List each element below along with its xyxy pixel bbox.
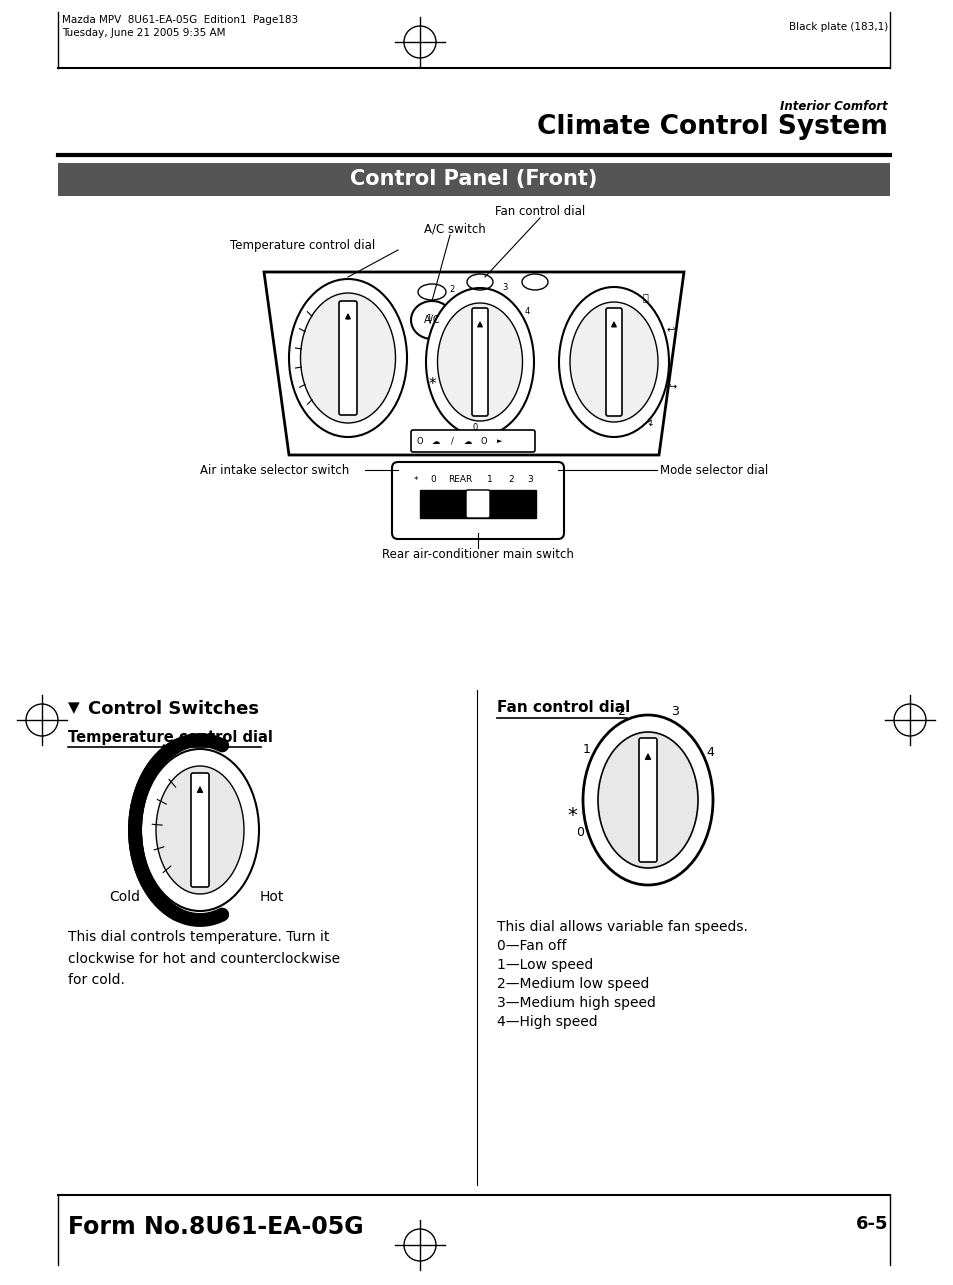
Text: 2: 2 xyxy=(617,705,624,718)
FancyBboxPatch shape xyxy=(605,308,621,416)
Text: 2—Medium low speed: 2—Medium low speed xyxy=(497,977,649,991)
Text: O: O xyxy=(480,437,487,446)
Text: Temperature control dial: Temperature control dial xyxy=(68,730,273,745)
Text: O: O xyxy=(416,437,423,446)
Ellipse shape xyxy=(582,714,712,885)
Text: Tuesday, June 21 2005 9:35 AM: Tuesday, June 21 2005 9:35 AM xyxy=(62,28,225,39)
Text: 2: 2 xyxy=(449,285,454,294)
Text: 1—Low speed: 1—Low speed xyxy=(497,959,593,971)
FancyBboxPatch shape xyxy=(639,738,657,862)
Text: 6-5: 6-5 xyxy=(855,1216,887,1234)
Text: /: / xyxy=(450,437,453,446)
Text: 0: 0 xyxy=(472,423,477,432)
FancyBboxPatch shape xyxy=(338,301,356,415)
Text: ⤳: ⤳ xyxy=(641,292,647,302)
Ellipse shape xyxy=(598,732,698,867)
FancyBboxPatch shape xyxy=(411,430,535,452)
Text: Temperature control dial: Temperature control dial xyxy=(230,239,375,252)
Text: Fan control dial: Fan control dial xyxy=(495,206,584,218)
Text: REAR: REAR xyxy=(447,475,472,484)
Text: Cold: Cold xyxy=(109,891,140,905)
Text: Control Switches: Control Switches xyxy=(88,700,258,718)
Text: Rear air-conditioner main switch: Rear air-conditioner main switch xyxy=(381,547,574,562)
Text: Mazda MPV  8U61-EA-05G  Edition1  Page183: Mazda MPV 8U61-EA-05G Edition1 Page183 xyxy=(62,15,297,24)
Text: 2: 2 xyxy=(508,475,514,484)
Text: ☁: ☁ xyxy=(432,437,439,446)
Text: A/C switch: A/C switch xyxy=(424,222,485,235)
Text: 3: 3 xyxy=(502,283,508,292)
Text: ↪: ↪ xyxy=(667,383,676,393)
Text: 3: 3 xyxy=(527,475,533,484)
Text: A/C: A/C xyxy=(423,315,440,325)
Ellipse shape xyxy=(411,301,453,339)
Ellipse shape xyxy=(558,287,668,437)
Text: Climate Control System: Climate Control System xyxy=(537,114,887,140)
Ellipse shape xyxy=(289,279,407,437)
Text: Form No.8U61-EA-05G: Form No.8U61-EA-05G xyxy=(68,1216,363,1239)
FancyBboxPatch shape xyxy=(472,308,488,416)
Text: 0: 0 xyxy=(430,475,436,484)
Text: ☁: ☁ xyxy=(463,437,472,446)
Text: *: * xyxy=(428,377,436,392)
Text: Interior Comfort: Interior Comfort xyxy=(780,100,887,113)
Text: Hot: Hot xyxy=(260,891,284,905)
Bar xyxy=(58,163,889,197)
Ellipse shape xyxy=(141,749,258,911)
Ellipse shape xyxy=(300,293,395,423)
Text: *: * xyxy=(566,806,577,825)
Text: Mode selector dial: Mode selector dial xyxy=(659,464,767,477)
Ellipse shape xyxy=(437,303,522,421)
Bar xyxy=(419,490,536,518)
Text: 1: 1 xyxy=(487,475,493,484)
Text: ►: ► xyxy=(497,438,502,445)
Text: 3: 3 xyxy=(670,705,679,718)
Text: Black plate (183,1): Black plate (183,1) xyxy=(788,22,887,32)
Text: 0: 0 xyxy=(576,826,584,839)
Text: This dial allows variable fan speeds.: This dial allows variable fan speeds. xyxy=(497,920,747,934)
Text: 4—High speed: 4—High speed xyxy=(497,1015,597,1029)
Text: 1: 1 xyxy=(582,743,590,756)
Text: Air intake selector switch: Air intake selector switch xyxy=(200,464,349,477)
Text: 0—Fan off: 0—Fan off xyxy=(497,939,566,953)
Text: ↩: ↩ xyxy=(665,325,674,335)
Text: Control Panel (Front): Control Panel (Front) xyxy=(350,170,598,189)
Text: Fan control dial: Fan control dial xyxy=(497,700,630,714)
Text: 1: 1 xyxy=(426,314,432,323)
Ellipse shape xyxy=(426,288,534,436)
Text: *: * xyxy=(414,475,417,484)
Text: ↯: ↯ xyxy=(645,419,653,428)
Text: This dial controls temperature. Turn it
clockwise for hot and counterclockwise
f: This dial controls temperature. Turn it … xyxy=(68,930,340,987)
Text: ▼: ▼ xyxy=(68,700,80,714)
FancyBboxPatch shape xyxy=(392,463,563,538)
Ellipse shape xyxy=(569,302,658,421)
Ellipse shape xyxy=(156,766,244,894)
FancyBboxPatch shape xyxy=(191,774,209,887)
FancyBboxPatch shape xyxy=(465,490,490,518)
Text: 3—Medium high speed: 3—Medium high speed xyxy=(497,996,656,1010)
Text: 4: 4 xyxy=(705,747,714,759)
Text: 4: 4 xyxy=(524,307,529,316)
